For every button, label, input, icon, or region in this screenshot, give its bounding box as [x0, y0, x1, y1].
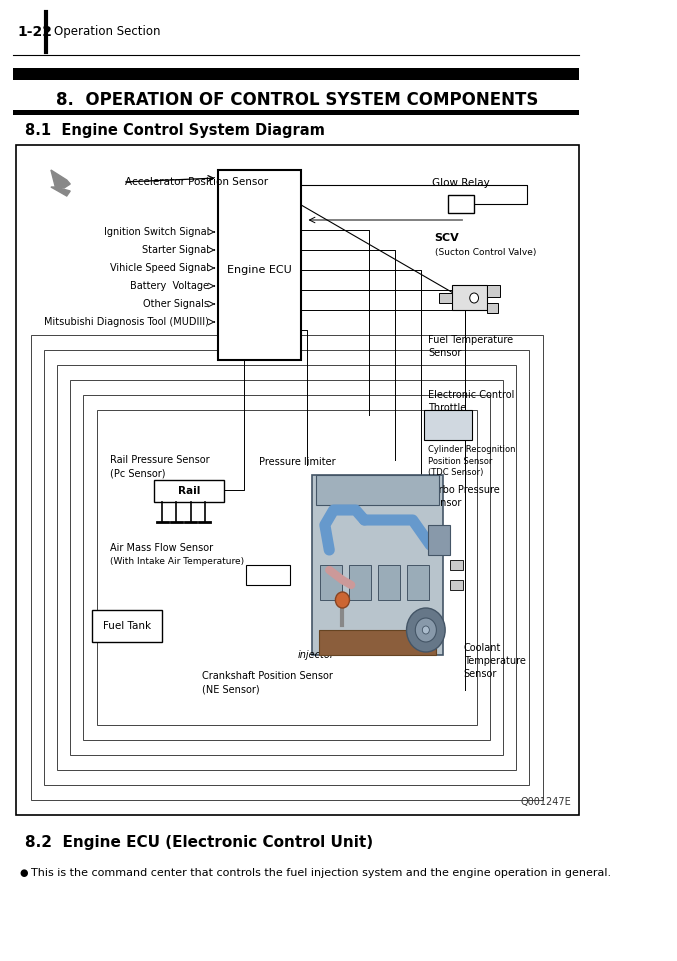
Circle shape: [415, 618, 437, 642]
Bar: [447, 195, 474, 213]
Text: (Pc Sensor): (Pc Sensor): [110, 468, 165, 478]
Text: Temperature: Temperature: [464, 656, 525, 666]
Text: (NE Sensor): (NE Sensor): [202, 684, 259, 694]
Bar: [311, 475, 443, 655]
Text: 8.  OPERATION OF CONTROL SYSTEM COMPONENTS: 8. OPERATION OF CONTROL SYSTEM COMPONENT…: [56, 91, 538, 109]
Text: injector: injector: [298, 650, 334, 660]
Circle shape: [422, 626, 429, 634]
Bar: [452, 285, 487, 310]
Text: Ignition Switch Signal: Ignition Switch Signal: [104, 227, 209, 237]
Text: (TDC Sensor): (TDC Sensor): [429, 467, 484, 477]
Text: ●: ●: [20, 868, 28, 878]
Text: Crankshaft Position Sensor: Crankshaft Position Sensor: [202, 671, 333, 681]
Text: Battery  Voltage: Battery Voltage: [130, 281, 209, 291]
Text: Fuel Temperature: Fuel Temperature: [429, 335, 514, 345]
Text: Rail: Rail: [177, 486, 200, 496]
Bar: [450, 580, 462, 590]
Bar: [319, 630, 437, 655]
Text: Position Sensor: Position Sensor: [429, 456, 493, 465]
Bar: [97, 410, 477, 725]
Bar: [44, 350, 529, 785]
Bar: [30, 335, 543, 800]
Bar: [13, 110, 580, 115]
Bar: [218, 170, 301, 360]
Text: Other Signals: Other Signals: [143, 299, 209, 309]
Bar: [83, 395, 490, 740]
Bar: [92, 610, 162, 642]
Text: 1-22: 1-22: [18, 25, 53, 39]
Bar: [320, 565, 343, 600]
Text: Operation Section: Operation Section: [54, 26, 161, 38]
Text: Sensor: Sensor: [429, 498, 462, 508]
Bar: [424, 410, 473, 440]
Bar: [439, 293, 452, 303]
Polygon shape: [51, 170, 70, 188]
Text: Air Mass Flow Sensor: Air Mass Flow Sensor: [110, 543, 213, 553]
Text: Pressure limiter: Pressure limiter: [259, 457, 336, 467]
Circle shape: [406, 608, 445, 652]
Bar: [16, 145, 579, 815]
Bar: [378, 565, 400, 600]
Text: (With Intake Air Temperature): (With Intake Air Temperature): [110, 556, 244, 565]
Text: Vihicle Speed Signal: Vihicle Speed Signal: [110, 263, 209, 273]
Text: Sensor: Sensor: [464, 669, 497, 679]
Bar: [246, 565, 290, 585]
Text: Fuel Tank: Fuel Tank: [104, 621, 152, 631]
Text: Starter Signal: Starter Signal: [142, 245, 209, 255]
Text: Coolant: Coolant: [464, 643, 501, 653]
Bar: [429, 525, 450, 555]
Text: (Sucton Control Valve): (Sucton Control Valve): [435, 248, 536, 257]
Bar: [408, 565, 429, 600]
Polygon shape: [51, 187, 70, 196]
Text: This is the command center that controls the fuel injection system and the engin: This is the command center that controls…: [30, 868, 611, 878]
Bar: [487, 303, 498, 313]
Text: Turbo Pressure: Turbo Pressure: [429, 485, 500, 495]
Text: Engine ECU: Engine ECU: [227, 265, 292, 275]
Text: Rail Pressure Sensor: Rail Pressure Sensor: [110, 455, 209, 465]
Bar: [450, 560, 462, 570]
Circle shape: [470, 293, 479, 303]
Bar: [57, 365, 517, 770]
Text: Mitsubishi Diagnosis Tool (MUDIII): Mitsubishi Diagnosis Tool (MUDIII): [44, 317, 209, 327]
Bar: [13, 68, 580, 80]
Text: Electronic Control: Electronic Control: [429, 390, 515, 400]
Bar: [316, 475, 439, 505]
Bar: [349, 565, 372, 600]
Text: 8.1  Engine Control System Diagram: 8.1 Engine Control System Diagram: [24, 122, 324, 137]
Text: Glow Relay: Glow Relay: [432, 178, 490, 188]
Bar: [70, 380, 503, 755]
Text: Sensor: Sensor: [429, 348, 462, 358]
Text: Throttle: Throttle: [429, 403, 466, 413]
Bar: [154, 480, 224, 502]
Text: SCV: SCV: [435, 233, 460, 243]
Bar: [487, 285, 500, 297]
Text: Accelerator Position Sensor: Accelerator Position Sensor: [125, 177, 268, 187]
Text: Cylinder Recognition: Cylinder Recognition: [429, 446, 516, 455]
Text: Q001247E: Q001247E: [521, 797, 571, 807]
Circle shape: [335, 592, 349, 608]
Text: 8.2  Engine ECU (Electronic Control Unit): 8.2 Engine ECU (Electronic Control Unit): [24, 835, 373, 850]
